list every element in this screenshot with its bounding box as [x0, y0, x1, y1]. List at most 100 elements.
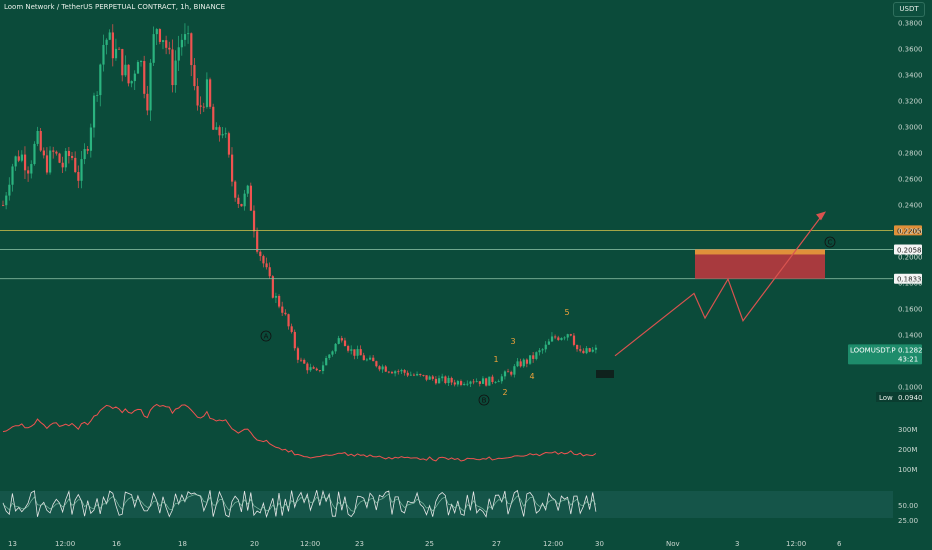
candle-body: [20, 154, 24, 161]
wave-number-label: 5: [564, 308, 569, 317]
candle-body: [585, 348, 588, 354]
candle-body: [516, 361, 519, 367]
candle-body: [149, 62, 152, 111]
candle-body: [99, 64, 102, 96]
candle-body: [544, 344, 547, 350]
price-tick-label: 0.2200: [898, 228, 923, 236]
candle-body: [563, 337, 566, 339]
candle-body: [252, 210, 256, 232]
candle-body: [290, 326, 293, 332]
candle-body: [394, 371, 397, 374]
candle-body: [387, 371, 391, 373]
candle-body: [318, 370, 322, 371]
candle-body: [459, 381, 463, 385]
time-tick-label: 27: [492, 540, 501, 548]
candle-body: [237, 197, 240, 204]
candle-body: [165, 40, 168, 48]
candle-body: [450, 377, 453, 383]
candle-body: [416, 373, 419, 376]
low-value: 0.0940: [898, 394, 923, 402]
price-tick-label: 0.1400: [898, 332, 923, 340]
candle-body: [412, 374, 416, 376]
candle-body: [268, 267, 271, 277]
candle-body: [30, 164, 33, 174]
candle-body: [127, 64, 130, 84]
candle-body: [384, 366, 387, 372]
candle-body: [579, 349, 582, 351]
low-marker-bg: [876, 392, 922, 402]
price-tick-label: 0.3400: [898, 72, 923, 80]
currency-selector[interactable]: USDT: [893, 2, 925, 17]
candle-body: [491, 376, 494, 383]
price-level-tag-label: 0.2058: [897, 246, 922, 254]
candle-body: [588, 348, 591, 352]
candle-body: [293, 331, 296, 349]
candle-body: [17, 156, 20, 161]
price-tick-label: 0.3200: [898, 98, 923, 106]
candle-body: [519, 361, 522, 367]
candle-body: [183, 34, 187, 40]
candle-body: [481, 378, 485, 384]
candle-body: [497, 381, 500, 383]
candle-body: [309, 367, 312, 371]
candle-body: [124, 64, 127, 76]
candle-body: [215, 127, 218, 130]
candle-body: [441, 376, 444, 379]
volume-tick-label: 300M: [898, 426, 917, 434]
candle-body: [221, 134, 224, 136]
candle-body: [202, 106, 205, 108]
candle-body: [321, 365, 325, 371]
price-tick-label: 0.2400: [898, 202, 923, 210]
candle-body: [325, 357, 328, 366]
candle-body: [503, 371, 507, 377]
candle-body: [83, 149, 86, 160]
candle-body: [55, 151, 58, 154]
candle-body: [397, 371, 400, 373]
candle-body: [146, 93, 149, 111]
current-price-tag: [848, 344, 922, 365]
candle-body: [2, 205, 5, 206]
candle-body: [594, 347, 598, 350]
candle-body: [140, 61, 143, 63]
candle-body: [375, 361, 378, 367]
candle-body: [365, 359, 369, 361]
price-level-tag: [894, 244, 922, 255]
candle-body: [550, 336, 554, 342]
projection-path[interactable]: [614, 215, 823, 357]
candle-body: [64, 150, 67, 168]
candle-body: [196, 86, 199, 106]
price-tick-label: 0.3000: [898, 124, 923, 132]
candle-body: [39, 130, 42, 151]
price-tick-label: 0.3800: [898, 20, 923, 28]
time-tick-label: 16: [112, 540, 121, 548]
candle-body: [572, 335, 576, 345]
candle-body: [45, 155, 49, 173]
candle-body: [23, 154, 27, 171]
candle-body: [8, 184, 11, 196]
candle-body: [121, 49, 124, 76]
candle-body: [36, 130, 39, 144]
candle-body: [168, 47, 171, 50]
rsi-signal-line: [2, 493, 597, 513]
candle-body: [111, 32, 114, 59]
candle-body: [554, 336, 557, 338]
chart-title: Loom Network / TetherUS PERPETUAL CONTRA…: [4, 3, 225, 11]
candle-body: [466, 383, 469, 385]
candle-body: [347, 346, 350, 351]
candle-body: [249, 185, 253, 211]
candle-body: [171, 49, 174, 86]
candle-body: [58, 153, 61, 163]
candle-body: [102, 44, 105, 65]
candle-body: [507, 371, 510, 373]
candle-body: [485, 378, 488, 386]
time-tick-label: 25: [425, 540, 434, 548]
time-tick-label: 12:00: [543, 540, 563, 548]
wave-number-label: 3: [510, 337, 515, 346]
arrow-head-icon: [816, 211, 826, 221]
candle-body: [218, 127, 221, 136]
time-tick-label: Nov: [666, 540, 680, 548]
candle-body: [478, 381, 481, 384]
candle-body: [114, 48, 118, 59]
time-tick-label: 13: [8, 540, 17, 548]
candle-body: [434, 378, 438, 384]
